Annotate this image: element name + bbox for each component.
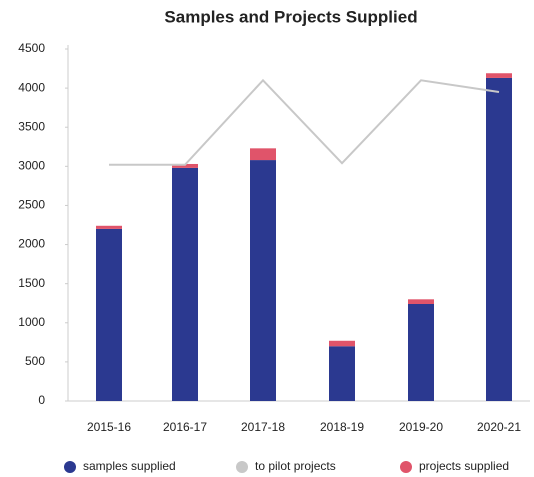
bar — [250, 148, 276, 161]
x-tick-label: 2018-19 — [320, 420, 364, 434]
y-tick-label: 4500 — [18, 41, 45, 55]
bar — [486, 73, 512, 78]
x-tick-label: 2015-16 — [87, 420, 131, 434]
chart-title: Samples and Projects Supplied — [164, 7, 417, 26]
y-tick-label: 3000 — [18, 159, 45, 173]
bar — [486, 77, 512, 401]
x-tick-label: 2017-18 — [241, 420, 285, 434]
y-tick-label: 1500 — [18, 276, 45, 290]
y-tick-label: 2000 — [18, 237, 45, 251]
bar — [250, 160, 276, 401]
y-tick-label: 0 — [38, 393, 45, 407]
legend-label: samples supplied — [83, 459, 176, 473]
legend-swatch — [400, 461, 412, 473]
legend-label: to pilot projects — [255, 459, 336, 473]
x-tick-label: 2020-21 — [477, 420, 521, 434]
bar — [329, 340, 355, 347]
y-tick-label: 3500 — [18, 119, 45, 133]
legend-swatch — [64, 461, 76, 473]
y-tick-label: 500 — [25, 354, 45, 368]
bar — [329, 346, 355, 401]
legend-label: projects supplied — [419, 459, 509, 473]
y-tick-label: 1000 — [18, 315, 45, 329]
y-tick-label: 4000 — [18, 80, 45, 94]
line — [109, 78, 500, 166]
bar — [408, 304, 434, 401]
legend-swatch — [236, 461, 248, 473]
bar — [172, 163, 198, 168]
bar — [172, 167, 198, 401]
bar — [96, 228, 122, 401]
bar — [408, 299, 434, 305]
x-tick-label: 2019-20 — [399, 420, 443, 434]
x-tick-label: 2016-17 — [163, 420, 207, 434]
y-tick-label: 2500 — [18, 198, 45, 212]
bar — [96, 225, 122, 229]
